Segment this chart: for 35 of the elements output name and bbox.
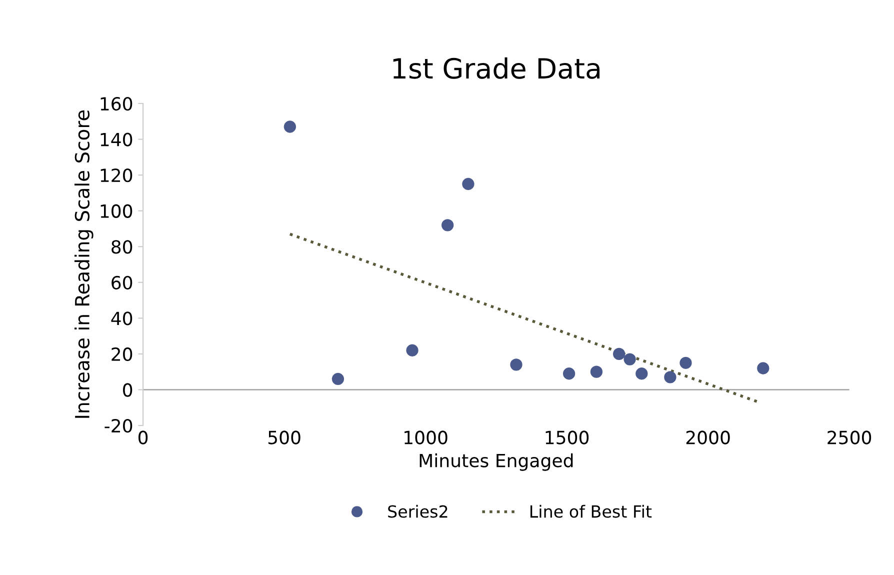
x-tick-label: 1500 bbox=[546, 430, 589, 444]
x-tick-label: 500 bbox=[268, 430, 300, 444]
point bbox=[332, 372, 344, 386]
point bbox=[612, 348, 626, 360]
point bbox=[462, 178, 474, 190]
y-tick-label: 60 bbox=[112, 276, 132, 290]
y-tick-label: -20 bbox=[104, 418, 132, 433]
x-tick-label: 1000 bbox=[404, 430, 448, 444]
point bbox=[664, 371, 676, 384]
point bbox=[590, 366, 603, 378]
y-tick-label: 40 bbox=[111, 312, 132, 326]
legend-label: Line of Best Fit bbox=[530, 504, 652, 518]
point bbox=[284, 120, 296, 133]
legend-label: Series2 bbox=[388, 504, 448, 518]
point bbox=[442, 219, 454, 232]
chart-title: 1st Grade Data bbox=[393, 57, 600, 79]
y-tick-label: 0 bbox=[123, 383, 132, 397]
point bbox=[406, 344, 418, 356]
y-tick-label: 140 bbox=[100, 132, 132, 146]
y-tick-label: 100 bbox=[100, 204, 132, 218]
point bbox=[624, 353, 636, 366]
x-tick-label: 2500 bbox=[828, 430, 872, 444]
y-tick-label: 20 bbox=[112, 347, 132, 362]
point bbox=[562, 368, 576, 380]
x-tick-label: 2000 bbox=[686, 430, 730, 444]
x-axis-title: Minutes Engaged bbox=[420, 453, 573, 471]
y-axis-title: Increase in Reading Scale Score bbox=[74, 110, 94, 418]
point bbox=[680, 356, 692, 369]
y-tick-label: 120 bbox=[100, 168, 132, 182]
y-tick-label: 80 bbox=[112, 240, 132, 254]
x-tick-label: 0 bbox=[138, 430, 148, 444]
point bbox=[757, 362, 770, 374]
y-tick-label: 160 bbox=[100, 96, 132, 111]
point bbox=[636, 368, 648, 380]
point bbox=[510, 358, 522, 371]
